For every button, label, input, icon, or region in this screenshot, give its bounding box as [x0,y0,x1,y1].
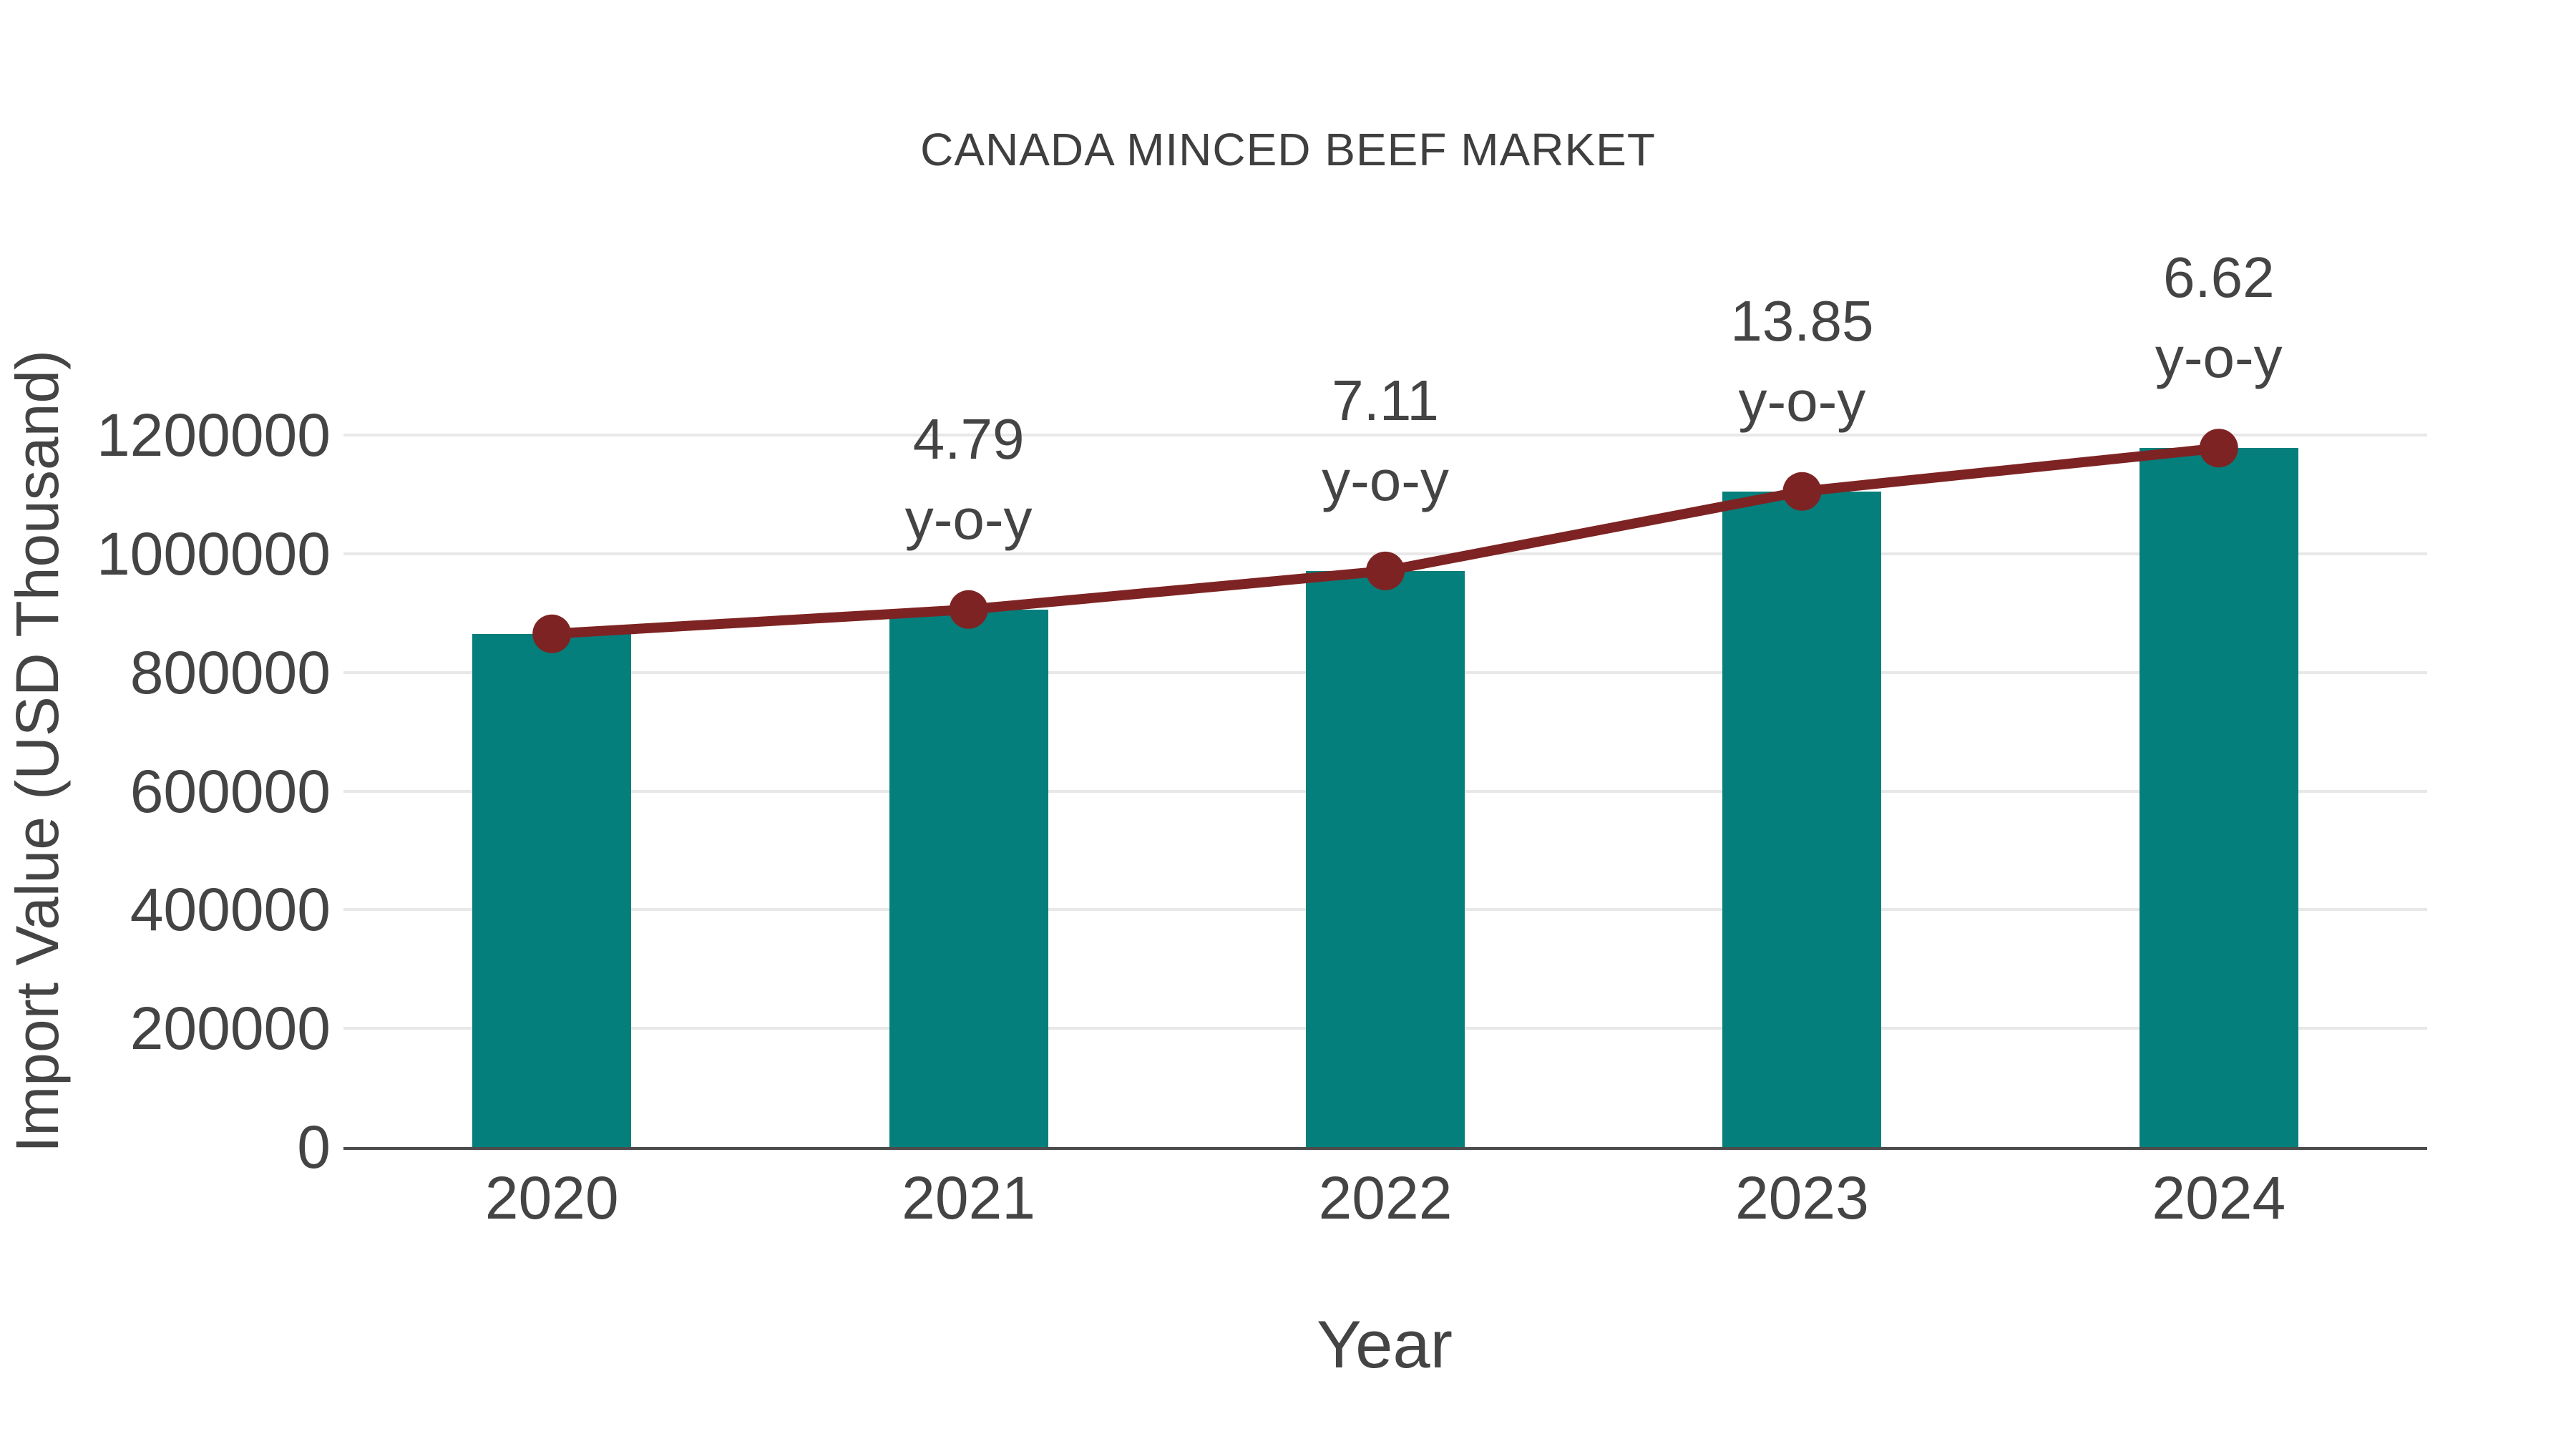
annotation-value: 13.85 [1730,288,1874,353]
data-point-2023[interactable] [1782,472,1822,511]
y-tick-label: 1200000 [96,401,331,469]
y-tick-label: 0 [297,1113,331,1181]
y-tick-label: 800000 [130,638,331,706]
x-tick-label: 2023 [1735,1164,1869,1231]
annotation-suffix: y-o-y [2155,326,2283,390]
x-axis-title: Year [1317,1307,1453,1382]
y-tick-label: 200000 [130,995,331,1063]
annotation-2022: 7.11 y-o-y [1163,361,1607,521]
data-point-2024[interactable] [2199,429,2238,468]
annotation-value: 7.11 [1332,368,1439,432]
annotation-suffix: y-o-y [1322,448,1449,512]
annotation-2021: 4.79 y-o-y [747,399,1191,560]
y-tick-label: 600000 [130,757,331,825]
data-point-2022[interactable] [1366,551,1405,590]
x-axis-line [343,1147,2427,1150]
y-tick-label: 1000000 [96,519,331,587]
annotation-value: 4.79 [912,406,1025,471]
bar-2023[interactable] [1722,491,1882,1147]
annotation-2023: 13.85 y-o-y [1580,281,2024,441]
chart-title: CANADA MINCED BEEF MARKET [920,124,1656,175]
data-point-2021[interactable] [949,590,988,629]
gridline [343,434,2427,436]
bar-2020[interactable] [472,633,632,1147]
annotation-suffix: y-o-y [1738,369,1866,433]
bar-2021[interactable] [889,609,1048,1147]
x-tick-label: 2022 [1318,1164,1453,1231]
annotation-suffix: y-o-y [904,487,1033,551]
x-tick-label: 2020 [484,1164,619,1231]
bar-2024[interactable] [2139,448,2298,1147]
x-tick-label: 2024 [2152,1164,2286,1231]
y-tick-label: 400000 [130,876,331,944]
data-point-2020[interactable] [532,614,572,653]
x-tick-label: 2021 [902,1164,1036,1231]
bar-2022[interactable] [1306,570,1465,1147]
annotation-2024: 6.62 y-o-y [1997,238,2441,398]
annotation-value: 6.62 [2162,245,2275,310]
